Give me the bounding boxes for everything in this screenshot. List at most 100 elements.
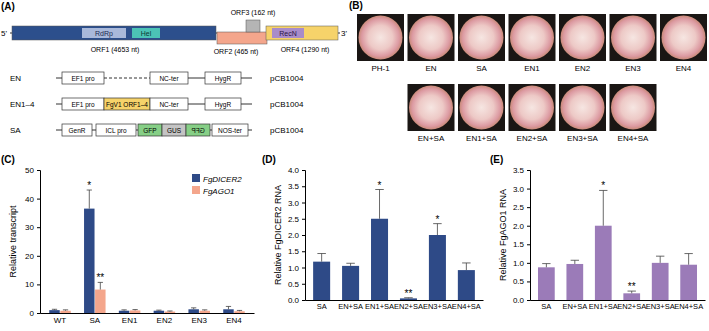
significance: *: [378, 180, 382, 191]
bar: [595, 226, 612, 300]
legend-label: FgAGO1: [203, 187, 235, 196]
tick-mark: [302, 186, 305, 187]
part-label: EF1 pro: [71, 101, 95, 109]
error-bar: [466, 263, 467, 270]
error-cap: [132, 309, 137, 310]
tick-label: 2.0: [288, 231, 300, 240]
tick: 0.5: [288, 280, 305, 289]
plate-label: EN+SA: [418, 134, 445, 143]
plot-area: [538, 190, 697, 300]
vector-label: pCB1004: [270, 74, 304, 83]
plate: [460, 86, 504, 130]
x-axis: SAEN+SAEN1+SAEN2+SAEN3+SAEN4+SA: [306, 300, 484, 311]
tick-mark: [302, 251, 305, 252]
tick-label: 1.0: [288, 264, 300, 273]
domain-label: Hel: [141, 30, 152, 37]
bar: [130, 310, 140, 313]
photos: PH-1ENSAEN1EN2EN3EN4EN+SAEN1+SAEN2+SAEN3…: [357, 14, 707, 143]
axis-line: [531, 300, 706, 301]
tick-mark: [527, 263, 530, 264]
tick-label: 10: [25, 280, 34, 289]
tick-mark: [302, 203, 305, 204]
plot-area: [313, 190, 475, 301]
significance: *: [601, 180, 605, 191]
part-label: GUS: [167, 127, 182, 134]
part-label: NC-ter: [159, 75, 179, 82]
construct-part: [138, 124, 162, 136]
tick: EN+SA: [338, 300, 363, 311]
plate-photo: [559, 14, 606, 61]
tick-label: 3.0: [288, 199, 300, 208]
construct-part: [205, 72, 241, 84]
figure: (A)(B)(C)(D)(E)5'3'ORF1 (4653 nt)ORF2 (4…: [0, 0, 709, 331]
error-cap: [191, 307, 196, 308]
error-cap: [167, 310, 172, 311]
tick-label: EN1+SA: [589, 302, 618, 311]
x-axis: WTSAEN1EN2EN3EN4: [41, 313, 255, 325]
plate-label: EN3+SA: [567, 134, 599, 143]
error-bar: [574, 260, 575, 264]
plate: [561, 16, 605, 60]
error-bar: [228, 306, 229, 309]
tick-label: EN2+SA: [617, 302, 646, 311]
construct-part: [62, 72, 104, 84]
orf-box: [12, 26, 216, 40]
error-bar: [379, 190, 380, 219]
plate-photo: [610, 84, 657, 131]
orf-box: [266, 26, 338, 40]
tick: 3.5: [288, 182, 305, 191]
tick: 3.0: [513, 185, 530, 194]
plate-photo: [357, 14, 404, 61]
bar: [60, 311, 70, 313]
bar: [623, 293, 640, 300]
y-axis: 0.00.51.01.52.02.53.03.54.0: [288, 166, 306, 305]
significance: **: [628, 281, 636, 292]
tick: 3.0: [288, 199, 305, 208]
error-cap: [542, 263, 550, 264]
tick-label: 0: [30, 309, 35, 318]
tick: SA: [89, 313, 100, 325]
plate-label: SA: [476, 64, 487, 73]
plate: [359, 16, 403, 60]
tick-label: 0.5: [513, 277, 525, 286]
tick-label: 0.0: [513, 296, 525, 305]
panel-label: (C): [1, 154, 15, 165]
tick: EN2+SA: [394, 300, 423, 311]
tick: EN1+SA: [365, 300, 394, 311]
construct-name: EN1–4: [10, 100, 35, 109]
bar: [652, 263, 669, 300]
tick-mark: [37, 313, 40, 314]
construct-part: [104, 98, 150, 110]
tick: 0: [30, 309, 40, 318]
tick-label: 2.5: [288, 215, 300, 224]
error-cap: [462, 262, 471, 263]
axis-line: [41, 313, 255, 314]
tick: EN2+SA: [617, 300, 646, 311]
tick-mark: [527, 300, 530, 301]
tick-mark: [527, 226, 530, 227]
bar: [234, 311, 244, 313]
plate-photo: [408, 14, 455, 61]
tick-label: 2.0: [513, 222, 525, 231]
construct-part: [186, 124, 210, 136]
construct-part: [62, 124, 92, 136]
error-cap: [656, 256, 664, 257]
plate-photo: [509, 14, 556, 61]
axis-title: Relative transcript: [8, 205, 18, 278]
tick-label: 0.5: [288, 280, 300, 289]
part-label: ICL pro: [105, 127, 126, 135]
end-label: 5': [1, 29, 7, 38]
error-cap: [202, 309, 207, 310]
tick: EN1: [122, 313, 138, 325]
error-bar: [100, 282, 101, 289]
bar: [84, 209, 94, 313]
tick: 3.5: [513, 166, 530, 175]
tick: EN2: [157, 313, 173, 325]
tick-mark: [37, 199, 40, 200]
orf-label: ORF1 (4653 nt): [91, 46, 140, 54]
plate-label: EN4: [676, 64, 692, 73]
tick-label: 20: [25, 252, 34, 261]
tick-label: EN4+SA: [452, 302, 481, 311]
tick: EN4+SA: [452, 300, 481, 311]
tick-mark: [302, 219, 305, 220]
